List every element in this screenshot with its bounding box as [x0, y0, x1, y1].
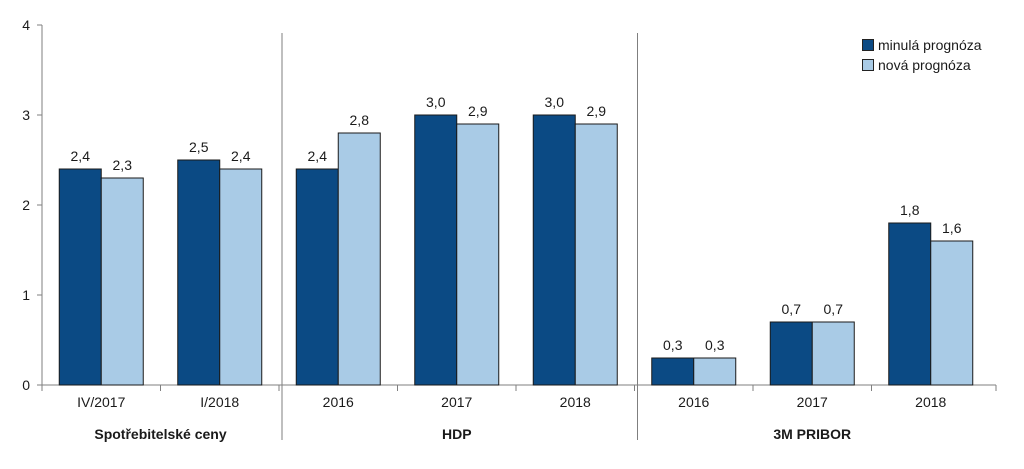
bar-nova [219, 168, 263, 386]
bar-nova [574, 123, 618, 386]
legend-label-minula: minulá prognóza [878, 37, 982, 53]
legend: minulá prognóza nová prognóza [862, 35, 982, 75]
group-label: Spotřebitelské ceny [94, 426, 226, 442]
legend-item-nova: nová prognóza [862, 55, 982, 75]
legend-label-nova: nová prognóza [878, 57, 971, 73]
legend-swatch-minula [862, 39, 874, 51]
bar-minula [414, 114, 458, 386]
y-tick-label-3: 3 [22, 107, 30, 123]
x-category-label: 2018 [560, 394, 591, 410]
bar-nova [811, 321, 855, 386]
value-label-minula: 2,4 [308, 148, 328, 164]
x-category-label: IV/2017 [77, 394, 125, 410]
value-label-minula: 0,7 [782, 301, 802, 317]
bar-minula [769, 321, 813, 386]
bar-minula [295, 168, 339, 386]
value-label-nova: 0,3 [705, 337, 725, 353]
bar-nova [693, 357, 737, 386]
value-label-minula: 1,8 [900, 202, 920, 218]
x-category-label: 2018 [915, 394, 946, 410]
x-category-label: 2016 [323, 394, 354, 410]
bar-minula [888, 222, 932, 386]
bar-minula [58, 168, 102, 386]
y-tick-label-1: 1 [22, 287, 30, 303]
y-tick-label-0: 0 [22, 377, 30, 393]
value-label-nova: 2,8 [350, 112, 370, 128]
value-label-nova: 2,9 [587, 103, 607, 119]
value-label-minula: 3,0 [545, 94, 565, 110]
x-category-label: 2017 [797, 394, 828, 410]
bar-nova [456, 123, 500, 386]
bar-nova [930, 240, 974, 386]
value-label-nova: 0,7 [824, 301, 844, 317]
x-category-label: 2017 [441, 394, 472, 410]
value-label-nova: 2,3 [113, 157, 133, 173]
x-category-label: 2016 [678, 394, 709, 410]
value-label-nova: 2,4 [231, 148, 251, 164]
y-tick-label-4: 4 [22, 17, 30, 33]
bar-nova [100, 177, 144, 386]
bar-nova [337, 132, 381, 386]
legend-swatch-nova [862, 59, 874, 71]
bar-minula [177, 159, 221, 386]
group-label: HDP [442, 426, 472, 442]
value-label-minula: 0,3 [663, 337, 683, 353]
group-label: 3M PRIBOR [773, 426, 851, 442]
bar-minula [651, 357, 695, 386]
value-label-minula: 2,5 [189, 139, 209, 155]
x-category-label: I/2018 [200, 394, 239, 410]
value-label-nova: 2,9 [468, 103, 488, 119]
value-label-nova: 1,6 [942, 220, 962, 236]
y-tick-label-2: 2 [22, 197, 30, 213]
bar-minula [532, 114, 576, 386]
value-label-minula: 3,0 [426, 94, 446, 110]
value-label-minula: 2,4 [71, 148, 91, 164]
legend-item-minula: minulá prognóza [862, 35, 982, 55]
